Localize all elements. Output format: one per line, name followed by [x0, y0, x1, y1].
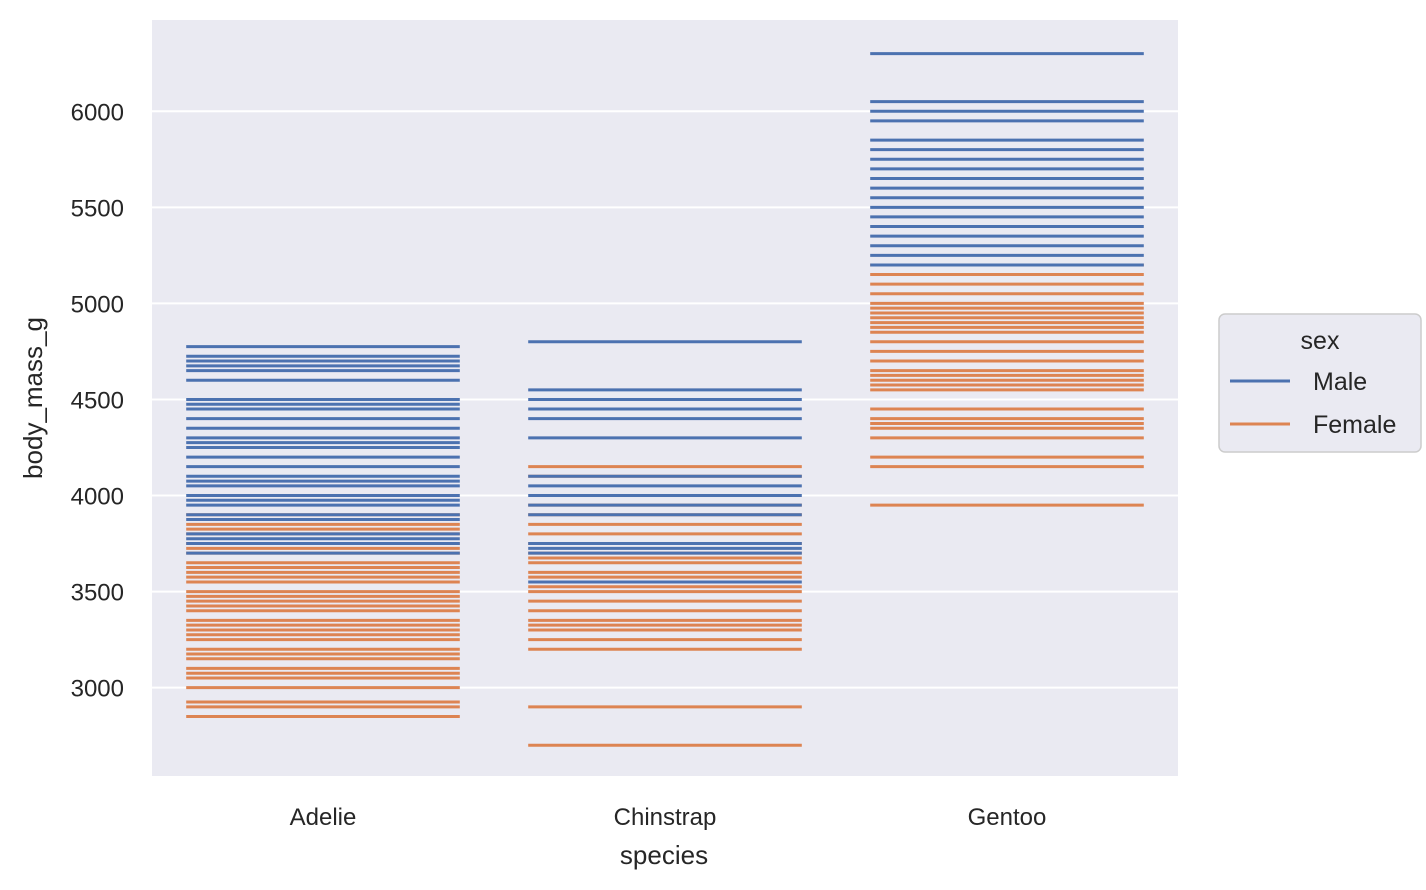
legend-box [1218, 313, 1422, 453]
y-tick-labels: 3000 3500 4000 4500 5000 5500 6000 [71, 99, 124, 702]
y-tick-label: 5000 [71, 291, 124, 318]
y-tick-label: 5500 [71, 195, 124, 222]
legend: sex Male Female [1218, 313, 1422, 453]
legend-label-male: Male [1313, 368, 1367, 396]
y-tick-label: 6000 [71, 99, 124, 126]
x-axis-label: species [620, 840, 708, 870]
x-tick-label: Chinstrap [614, 804, 717, 831]
y-tick-label: 3500 [71, 580, 124, 607]
x-tick-label: Gentoo [968, 804, 1047, 831]
y-axis-label: body_mass_g [18, 317, 48, 479]
legend-title: sex [1301, 327, 1340, 355]
x-tick-labels: Adelie Chinstrap Gentoo [290, 804, 1047, 831]
y-tick-label: 4500 [71, 387, 124, 414]
data-marks [186, 52, 1144, 747]
y-tick-label: 4000 [71, 484, 124, 511]
legend-label-female: Female [1313, 411, 1396, 439]
y-tick-label: 3000 [71, 676, 124, 703]
x-tick-label: Adelie [290, 804, 357, 831]
